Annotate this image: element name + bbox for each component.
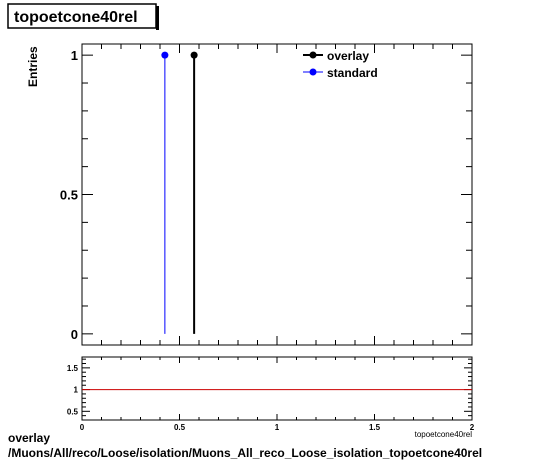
main-y-tick-label: 0.5 <box>60 188 78 203</box>
title-box-shadow <box>156 6 159 30</box>
series-standard-point <box>161 51 169 59</box>
y-axis-label: Entries <box>26 46 40 87</box>
legend-overlay-label: overlay <box>327 49 369 63</box>
x-axis-label: topoetcone40rel <box>415 430 473 439</box>
ratio-x-tick-label: 0 <box>80 423 85 432</box>
main-y-tick-labels: 00.51 <box>60 48 78 342</box>
legend-standard-label: standard <box>327 66 378 80</box>
ratio-x-tick-label: 1 <box>275 423 280 432</box>
main-data-marks <box>161 51 198 334</box>
title-box <box>7 3 157 29</box>
legend-standard-marker <box>309 68 317 76</box>
ratio-y-tick-label: 1 <box>74 386 79 395</box>
footer-line-1: overlay <box>8 431 50 445</box>
series-overlay-point <box>190 51 198 59</box>
main-y-tick-label: 0 <box>71 327 78 342</box>
ratio-y-tick-label: 0.5 <box>67 407 79 416</box>
ratio-tick-labels: 0.511.50 0.5 1 1.5 2 <box>67 364 475 432</box>
footer-line-2: /Muons/All/reco/Loose/isolation/Muons_Al… <box>8 446 482 460</box>
main-axis-ticks <box>81 44 473 345</box>
legend: overlay standard <box>303 49 378 80</box>
main-plot-frame <box>81 43 473 346</box>
ratio-x-tick-label: 1.5 <box>369 423 381 432</box>
ratio-plot-frame <box>81 356 473 421</box>
ratio-y-tick-label: 1.5 <box>67 364 79 373</box>
main-y-tick-label: 1 <box>71 48 78 63</box>
legend-overlay-marker <box>309 51 317 59</box>
ratio-x-tick-label: 0.5 <box>174 423 186 432</box>
ratio-x-tick-label: 2 <box>470 423 475 432</box>
chart-title: topoetcone40rel <box>14 9 138 26</box>
ratio-axis-ticks <box>81 357 473 420</box>
